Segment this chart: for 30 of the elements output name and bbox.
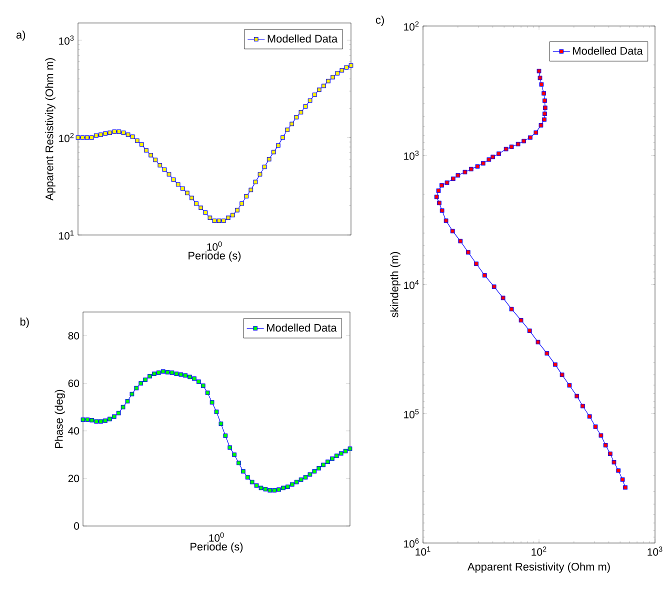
x-axis-title: Periode (s) (188, 251, 241, 262)
x-axis-title: Apparent Resistivity (Ohm m) (467, 562, 610, 573)
text: 10$^{0}$ (207, 242, 222, 251)
y-tick-label: 80 (68, 332, 80, 340)
x-tick-label: 10$^{2}$ (532, 546, 546, 556)
y-tick-label: 10$^{2}$ (404, 21, 419, 31)
y-tick-label: 10$^{6}$ (404, 538, 419, 548)
y-tick-label: 10$^{2}$ (59, 132, 74, 142)
y-axis-title: Phase (deg) (54, 390, 65, 448)
y-tick-label: 10$^{1}$ (59, 230, 74, 240)
y-tick-label: 10$^{4}$ (404, 280, 419, 290)
text: a) (16, 30, 26, 41)
x-axis-title: Periode (s) (190, 542, 243, 553)
x-tick-label: 10$^{1}$ (416, 546, 430, 556)
legend-label: Modelled Data (267, 324, 337, 332)
y-tick-label: 40 (68, 427, 80, 435)
y-tick-label: 60 (68, 380, 80, 388)
chart-title: c) (376, 16, 384, 26)
legend-label: Modelled Data (573, 46, 643, 55)
text: 10$^{0}$ (209, 532, 224, 542)
y-tick-label: 20 (68, 474, 80, 482)
chart-title: b) (20, 318, 29, 328)
y-tick-label: 10$^{5}$ (404, 409, 419, 418)
legend-label: Modelled Data (268, 34, 338, 43)
y-tick-label: 10$^{3}$ (404, 150, 419, 160)
x-tick-label: 10$^{3}$ (648, 546, 662, 556)
y-tick-label: 0 (74, 522, 80, 530)
y-axis-title: skindepth (m) (390, 252, 400, 318)
y-tick-label: 10$^{3}$ (59, 36, 74, 45)
y-axis-title: Apparent Resistivity (Ohm m) (45, 58, 56, 201)
